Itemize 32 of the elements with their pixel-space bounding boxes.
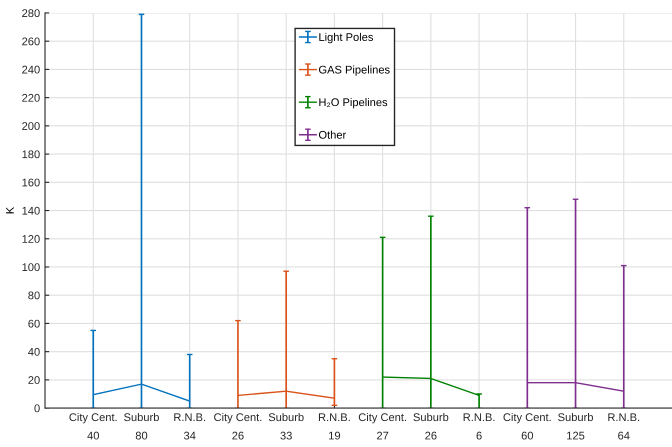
y-axis-title: K [6, 206, 14, 214]
x-tick-label: City Cent. 27 [358, 412, 406, 440]
y-tick-label: 220 [22, 94, 40, 102]
y-tick-label: 120 [22, 235, 40, 243]
x-tick-label: City Cent. 26 [214, 412, 262, 440]
y-tick-label: 140 [22, 206, 40, 215]
y-tick-label: 100 [22, 263, 40, 272]
legend-label: Light Poles [319, 32, 374, 44]
x-tick-label: R.N.B. 6 [464, 413, 494, 440]
x-tick-label: City Cent. 60 [503, 412, 551, 440]
y-tick-label: 180 [22, 150, 40, 158]
y-tick-label: 40 [28, 348, 40, 356]
y-tick-label: 0 [34, 404, 40, 412]
legend-label: Other [318, 130, 346, 139]
x-tick-label: Suburb 33 [268, 412, 304, 440]
y-tick-label: 60 [28, 320, 40, 328]
y-tick-label: 240 [22, 66, 40, 74]
x-tick-label: Suburb 26 [413, 412, 448, 440]
y-tick-label: 80 [28, 291, 40, 300]
x-tick-label: Suburb 80 [124, 412, 159, 440]
x-tick-label: Suburb 125 [558, 412, 593, 440]
x-tick-label: City Cent. 40 [69, 412, 117, 440]
y-tick-label: 20 [28, 376, 40, 384]
y-tick-label: 280 [22, 9, 40, 18]
y-tick-label: 260 [22, 37, 40, 46]
x-tick-label: R.N.B. 34 [174, 413, 206, 440]
y-tick-label: 200 [22, 122, 40, 130]
x-tick-label: R.N.B. 64 [608, 413, 640, 440]
y-tick-label: 160 [22, 178, 40, 186]
legend-label: H₂O Pipelines [319, 98, 388, 108]
legend-label: GAS Pipelines [318, 65, 390, 76]
x-tick-label: R.N.B. 19 [318, 413, 350, 440]
